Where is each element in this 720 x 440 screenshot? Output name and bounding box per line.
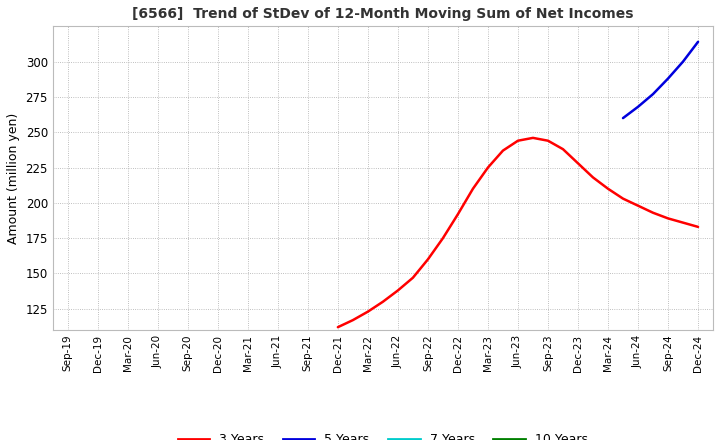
Title: [6566]  Trend of StDev of 12-Month Moving Sum of Net Incomes: [6566] Trend of StDev of 12-Month Moving… [132, 7, 634, 21]
Legend: 3 Years, 5 Years, 7 Years, 10 Years: 3 Years, 5 Years, 7 Years, 10 Years [173, 428, 593, 440]
Y-axis label: Amount (million yen): Amount (million yen) [7, 113, 20, 244]
